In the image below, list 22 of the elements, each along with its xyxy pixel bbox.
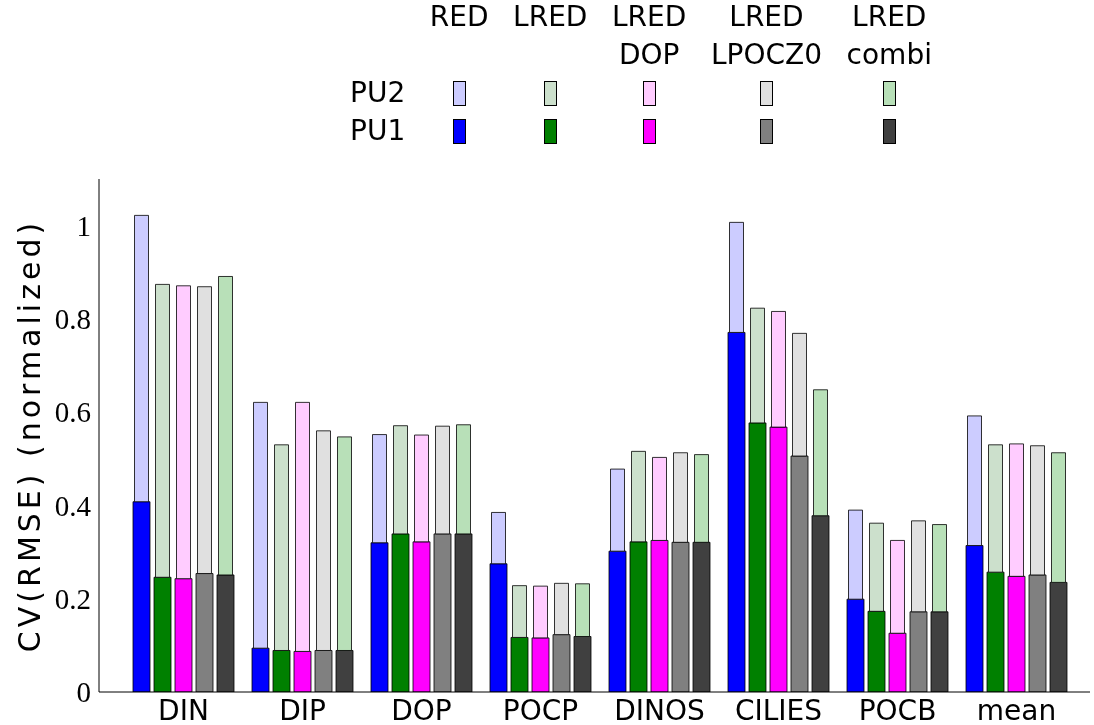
y-axis-title: CV(RMSE) (normalized): [12, 218, 48, 653]
text: LRED DOP: [612, 0, 687, 73]
text: LRED: [513, 0, 588, 35]
x-tick-label: mean: [976, 693, 1057, 725]
y-tick-label: 0: [76, 676, 91, 709]
text: LRED combi: [846, 0, 932, 73]
x-tick-label: CILIES: [734, 693, 823, 725]
x-tick-label: DIN: [158, 693, 209, 725]
x-tick-label: POCP: [502, 693, 579, 725]
x-tick-label: DINOS: [614, 693, 705, 725]
text: LRED LPOCZ0: [710, 0, 822, 73]
text: RED: [429, 0, 489, 35]
y-tick-label: 0.6: [54, 396, 91, 429]
x-tick-label: DOP: [391, 693, 452, 725]
text: PU1: [350, 113, 406, 149]
x-tick-label: POCB: [858, 693, 937, 725]
y-tick-label: 1: [76, 209, 91, 242]
y-tick-label: 0.2: [54, 583, 91, 616]
y-tick-label: 0.4: [54, 489, 92, 522]
y-tick-label: 0.8: [54, 303, 91, 336]
text: PU2: [350, 75, 406, 111]
x-tick-label: DIP: [279, 693, 326, 725]
